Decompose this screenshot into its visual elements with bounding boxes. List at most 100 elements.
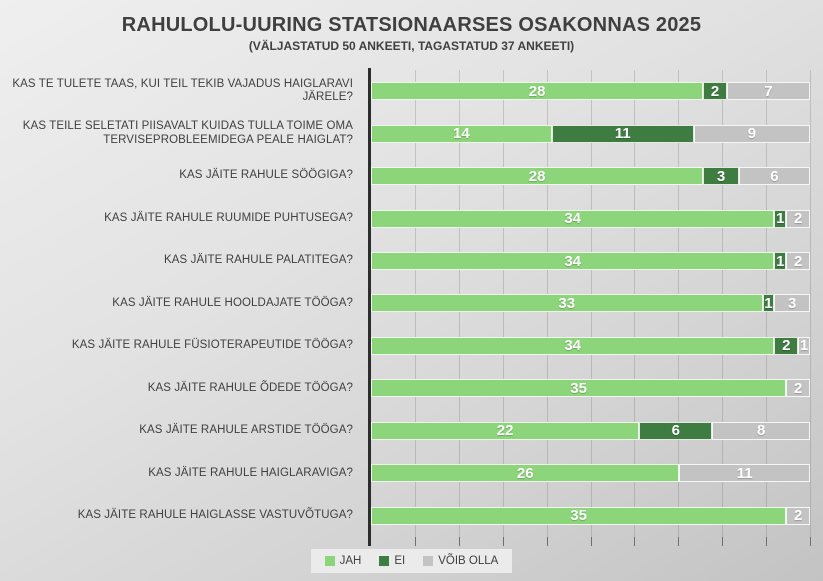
segment-value-label: 2 [793, 507, 803, 525]
segment-value-label: 2 [793, 210, 803, 228]
bar-segment-ei: 1 [762, 294, 775, 313]
category-label: KAS JÄITE RAHULE HOOLDAJATE TÖÖGA? [112, 296, 353, 309]
bar-segment-jah: 33 [371, 294, 763, 313]
chart-row: KAS TEILE SELETATI PIISAVALT KUIDAS TULL… [0, 112, 810, 154]
segment-value-label: 2 [710, 82, 720, 100]
segment-value-label: 26 [516, 464, 534, 482]
segment-value-label: 11 [736, 464, 753, 482]
chart-subtitle: (VÄLJASTATUD 50 ANKEETI, TAGASTATUD 37 A… [248, 39, 575, 53]
legend-item-voib-olla: VÕIB OLLA [423, 555, 498, 567]
stacked-bar: 34 1 2 [371, 209, 810, 228]
segment-value-label: 9 [747, 125, 757, 143]
stacked-bar: 26 11 [371, 464, 810, 483]
chart-row: KAS JÄITE RAHULE HOOLDAJATE TÖÖGA? 33 1 3 [0, 282, 810, 324]
chart-row: KAS JÄITE RAHULE SÖÖGIGA? 28 3 6 [0, 155, 810, 197]
chart-row: KAS JÄITE RAHULE HAIGLARAVIGA? 26 11 [0, 452, 810, 494]
bar-segment-jah: 34 [371, 336, 775, 355]
stacked-bar: 33 1 3 [371, 294, 810, 313]
bar-segment-v-ib-olla: 8 [712, 421, 810, 440]
legend-label: VÕIB OLLA [438, 555, 499, 567]
segment-value-label: 7 [764, 82, 773, 100]
legend-label: EI [394, 555, 406, 567]
segment-value-label: 2 [793, 252, 803, 270]
segment-value-label: 1 [799, 337, 809, 355]
bar-segment-ei: 1 [774, 209, 787, 228]
bar-segment-jah: 26 [371, 464, 680, 483]
segment-value-label: 11 [614, 125, 631, 143]
segment-value-label: 1 [776, 252, 785, 270]
segment-value-label: 34 [564, 252, 582, 270]
bar-segment-ei: 2 [774, 336, 799, 355]
tick-mark [502, 537, 504, 546]
legend-item-ei: EI [379, 555, 405, 567]
stacked-bar: 35 2 [371, 506, 810, 525]
bar-segment-v-ib-olla: 11 [679, 464, 810, 483]
segment-value-label: 22 [496, 422, 514, 440]
segment-value-label: 35 [570, 507, 587, 525]
chart-row: KAS JÄITE RAHULE HAIGLASSE VASTUVÕTUGA? … [0, 495, 810, 537]
bar-segment-ei: 1 [774, 252, 787, 271]
bar-segment-jah: 14 [371, 124, 552, 143]
chart-title: RAHULOLU-UURING STATSIONAARSES OSAKONNAS… [121, 14, 702, 36]
bar-segment-ei: 2 [703, 82, 727, 101]
tick-mark [634, 537, 636, 546]
category-label: KAS JÄITE RAHULE HAIGLARAVIGA? [148, 466, 353, 479]
segment-value-label: 14 [453, 125, 470, 143]
category-label: KAS JÄITE RAHULE PALATITEGA? [164, 254, 353, 267]
stacked-bar: 28 3 6 [371, 167, 810, 186]
ei-swatch-icon [379, 556, 390, 566]
tick-mark [810, 537, 811, 546]
segment-value-label: 6 [770, 167, 779, 185]
stacked-bar: 34 2 1 [371, 336, 810, 355]
voib-olla-swatch-icon [423, 556, 434, 566]
bar-segment-ei: 3 [703, 167, 739, 186]
category-axis-line [368, 68, 371, 546]
segment-value-label: 8 [757, 422, 766, 440]
bar-segment-jah: 35 [371, 379, 787, 398]
segment-value-label: 2 [782, 337, 791, 355]
bar-segment-ei: 6 [639, 421, 713, 440]
bar-segment-v-ib-olla: 2 [786, 252, 810, 271]
gridline [810, 70, 811, 537]
category-label: KAS JÄITE RAHULE ARSTIDE TÖÖGA? [139, 424, 353, 437]
tick-mark [458, 537, 460, 546]
tick-mark [678, 537, 680, 546]
segment-value-label: 3 [716, 167, 726, 185]
stacked-bar: 35 2 [371, 379, 810, 398]
bar-segment-v-ib-olla: 2 [786, 209, 810, 228]
axis-tick-marks [371, 537, 811, 546]
segment-value-label: 28 [528, 82, 546, 100]
segment-value-label: 28 [528, 167, 546, 185]
bar-segment-jah: 34 [371, 252, 775, 271]
stacked-bar: 34 1 2 [371, 252, 810, 271]
chart-row: KAS JÄITE RAHULE RUUMIDE PUHTUSEGA? 34 1 2 [0, 197, 810, 239]
segment-value-label: 3 [788, 294, 797, 312]
bar-segment-jah: 34 [371, 209, 775, 228]
bar-segment-v-ib-olla: 2 [786, 506, 810, 525]
chart-row: KAS TE TULETE TAAS, KUI TEIL TEKIB VAJAD… [0, 70, 810, 112]
category-label: KAS JÄITE RAHULE RUUMIDE PUHTUSEGA? [104, 211, 353, 224]
bar-segment-jah: 35 [371, 506, 787, 525]
legend: JAH EI VÕIB OLLA [310, 549, 513, 573]
bar-segment-ei: 11 [551, 124, 694, 143]
segment-value-label: 2 [793, 379, 803, 397]
segment-value-label: 34 [564, 337, 582, 355]
bar-segment-v-ib-olla: 7 [726, 82, 810, 101]
legend-label: JAH [339, 555, 362, 567]
bar-segment-v-ib-olla: 2 [786, 379, 810, 398]
tick-mark [722, 537, 724, 546]
chart-row: KAS JÄITE RAHULE ÕDEDE TÖÖGA? 35 2 [0, 367, 810, 409]
category-label: KAS JÄITE RAHULE HAIGLASSE VASTUVÕTUGA? [77, 509, 353, 521]
stacked-bar: 22 6 8 [371, 421, 810, 440]
bar-segment-v-ib-olla: 3 [774, 294, 810, 313]
chart-row: KAS JÄITE RAHULE FÜSIOTERAPEUTIDE TÖÖGA?… [0, 325, 810, 367]
segment-value-label: 6 [671, 422, 681, 440]
stacked-bar: 28 2 7 [371, 82, 810, 101]
bar-segment-v-ib-olla: 9 [693, 124, 810, 143]
segment-value-label: 33 [558, 294, 576, 312]
category-label: KAS JÄITE RAHULE FÜSIOTERAPEUTIDE TÖÖGA? [71, 339, 353, 352]
category-label: KAS TEILE SELETATI PIISAVALT KUIDAS TULL… [22, 120, 353, 146]
bar-segment-jah: 22 [371, 421, 640, 440]
tick-mark [590, 537, 592, 546]
